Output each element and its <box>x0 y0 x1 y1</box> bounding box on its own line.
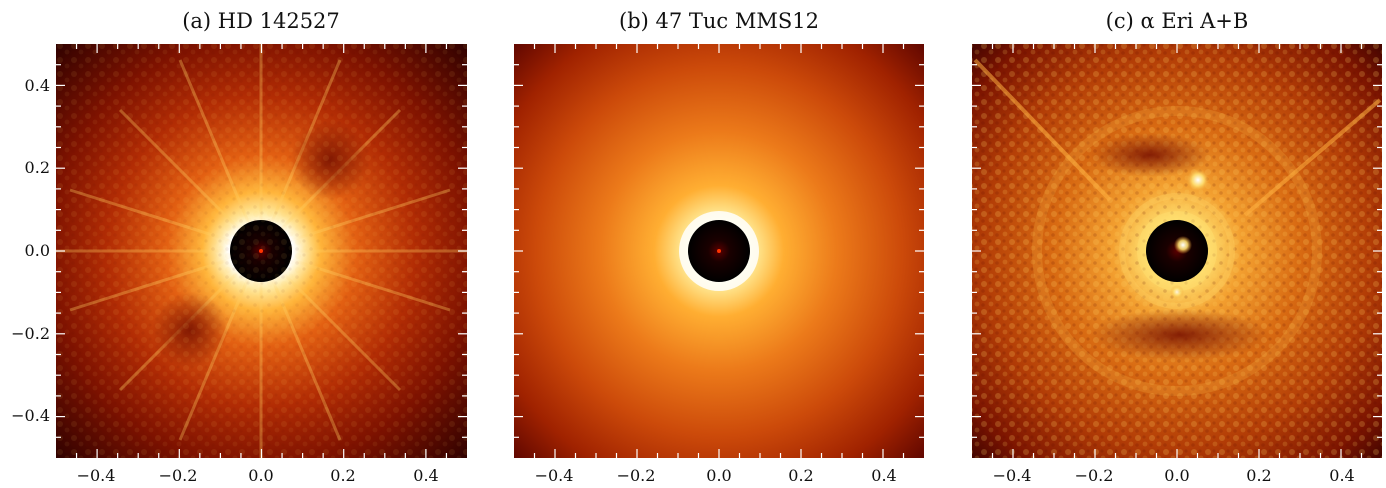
panel-a-x-ticks: −0.4 −0.2 0.0 0.2 0.4 <box>77 466 439 485</box>
x-tick-label: −0.4 <box>77 466 116 485</box>
x-tick-label: 0.0 <box>1164 466 1189 485</box>
x-tick-label: 0.4 <box>413 466 438 485</box>
x-tick-label: −0.2 <box>159 466 198 485</box>
panel-c-image <box>972 44 1382 458</box>
x-tick-label: −0.2 <box>1075 466 1114 485</box>
panel-b: (b) 47 Tuc MMS12 −0.4 −0.2 0.0 0.2 0.4 <box>514 9 924 485</box>
panel-a-y-ticks: 0.4 0.2 0.0 −0.2 −0.4 <box>11 76 50 425</box>
y-tick-label: 0.4 <box>25 76 50 95</box>
y-tick-label: 0.2 <box>25 158 50 177</box>
x-tick-label: 0.2 <box>330 466 355 485</box>
panel-a-image <box>56 44 467 458</box>
panel-a-title: (a) HD 142527 <box>182 9 340 33</box>
x-tick-label: −0.4 <box>993 466 1032 485</box>
x-tick-label: 0.2 <box>788 466 813 485</box>
x-tick-label: −0.4 <box>535 466 574 485</box>
panel-c: (c) α Eri A+B −0.4 −0.2 <box>972 9 1382 485</box>
x-tick-label: −0.2 <box>617 466 656 485</box>
panel-c-x-ticks: −0.4 −0.2 0.0 0.2 0.4 <box>993 466 1355 485</box>
x-tick-label: 0.0 <box>706 466 731 485</box>
x-tick-label: 0.4 <box>1329 466 1354 485</box>
y-tick-label: 0.0 <box>25 241 50 260</box>
x-tick-label: 0.2 <box>1246 466 1271 485</box>
y-tick-label: −0.2 <box>11 324 50 343</box>
tick-marks <box>56 44 1382 458</box>
panel-b-image <box>514 44 924 458</box>
panel-c-title: (c) α Eri A+B <box>1106 9 1249 33</box>
panel-a: (a) HD 142527 0.4 0.2 <box>11 9 467 485</box>
panel-b-title: (b) 47 Tuc MMS12 <box>619 9 819 33</box>
x-tick-label: 0.4 <box>871 466 896 485</box>
y-tick-label: −0.4 <box>11 406 50 425</box>
x-tick-label: 0.0 <box>248 466 273 485</box>
panel-b-x-ticks: −0.4 −0.2 0.0 0.2 0.4 <box>535 466 897 485</box>
